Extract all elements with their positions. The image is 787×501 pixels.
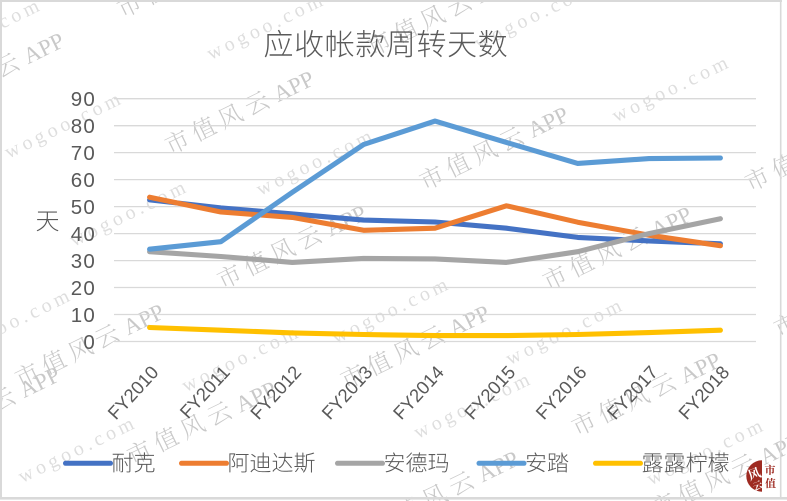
svg-text:60: 60 xyxy=(71,169,96,192)
svg-text:0: 0 xyxy=(83,331,96,354)
svg-text:70: 70 xyxy=(71,142,96,165)
svg-text:20: 20 xyxy=(71,277,96,300)
svg-text:30: 30 xyxy=(71,250,96,273)
svg-text:10: 10 xyxy=(71,304,96,327)
svg-text:80: 80 xyxy=(71,115,96,138)
svg-text:50: 50 xyxy=(71,196,96,219)
svg-text:90: 90 xyxy=(71,88,96,111)
svg-text:40: 40 xyxy=(71,223,96,246)
